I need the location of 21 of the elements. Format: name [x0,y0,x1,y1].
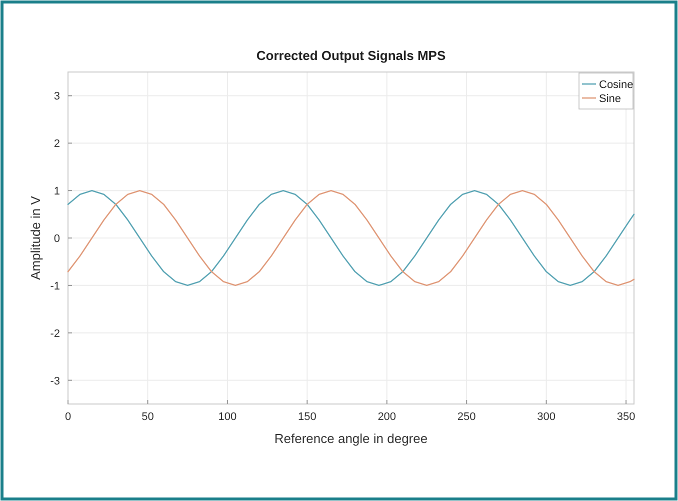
y-tick-label: 0 [54,233,60,245]
y-tick-label: 1 [54,186,60,198]
x-tick-label: 100 [218,411,237,423]
x-tick-label: 0 [64,411,72,423]
x-tick-label: 200 [378,411,396,423]
x-tick-label: 50 [142,411,154,423]
x-axis-title: Reference angle in degree [274,431,428,446]
chart-title: Corrected Output Signals MPS [256,48,446,63]
y-tick-label: 3 [54,90,60,103]
legend-label: Cosine [599,79,634,91]
y-tick-label: -1 [50,280,60,292]
y-tick-label: 2 [54,138,60,150]
x-tick-label: 250 [457,411,476,423]
x-tick-label: 300 [537,411,556,423]
legend-label: Sine [599,93,622,105]
y-axis-title: Amplitude in V [28,196,43,280]
y-tick-label: -3 [50,375,60,388]
line-series [67,190,635,286]
x-tick-label: 350 [616,411,636,423]
x-tick-label: 150 [298,411,316,423]
y-tick-label: -2 [50,328,60,340]
